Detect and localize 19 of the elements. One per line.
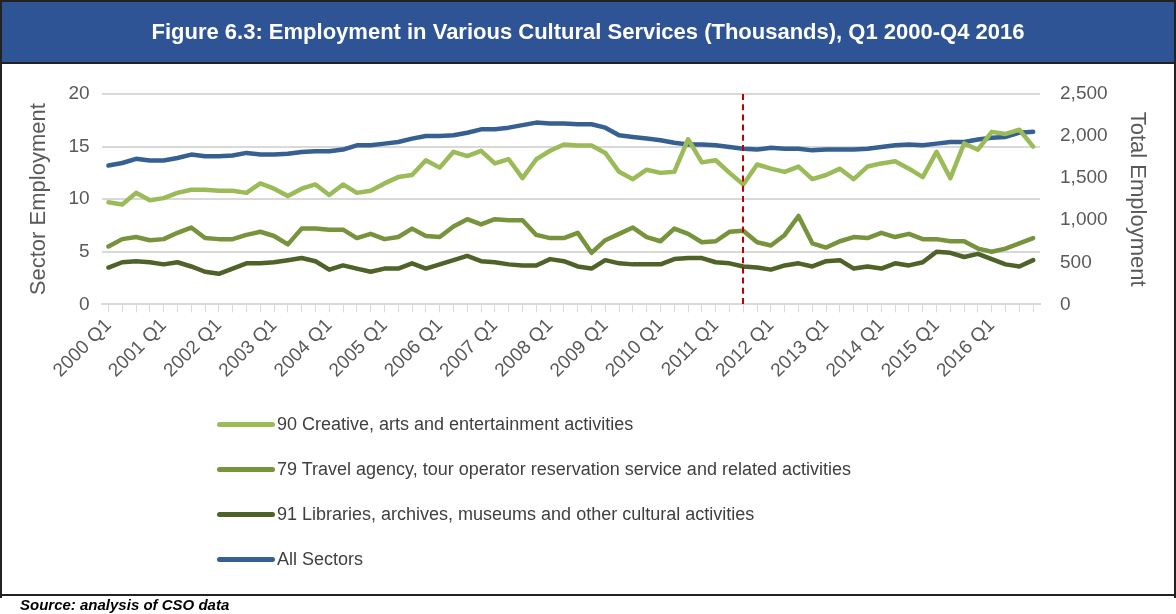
legend-label: 90 Creative, arts and entertainment activities bbox=[277, 414, 634, 435]
y-axis-title: Sector Employment bbox=[25, 103, 51, 296]
legend-label: 91 Libraries, archives, museums and other cultural activities bbox=[277, 504, 755, 525]
source-note: Source: analysis of CSO data bbox=[0, 594, 1176, 613]
legend-label: All Sectors bbox=[277, 549, 364, 570]
legend-label: 79 Travel agency, tour operator reservation service and related activities bbox=[277, 459, 851, 480]
y2-tick-label: 1,500 bbox=[1060, 166, 1108, 188]
y-tick-label: 10 bbox=[68, 187, 90, 209]
y-tick-label: 5 bbox=[78, 239, 90, 261]
y2-tick-label: 500 bbox=[1060, 250, 1092, 272]
y-tick-label: 0 bbox=[78, 292, 90, 314]
y-tick-label: 20 bbox=[68, 82, 90, 104]
y2-tick-label: 1,000 bbox=[1060, 208, 1108, 230]
y2-tick-label: 0 bbox=[1060, 292, 1071, 314]
chart-title: Figure 6.3: Employment in Various Cultural Services (Thousands), Q1 2000-Q4 2016 bbox=[2, 2, 1174, 64]
y2-tick-label: 2,000 bbox=[1060, 124, 1108, 146]
y-tick-label: 15 bbox=[68, 134, 90, 156]
y2-tick-label: 2,500 bbox=[1060, 82, 1108, 104]
y2-axis-title: Total Employment bbox=[1125, 111, 1151, 287]
